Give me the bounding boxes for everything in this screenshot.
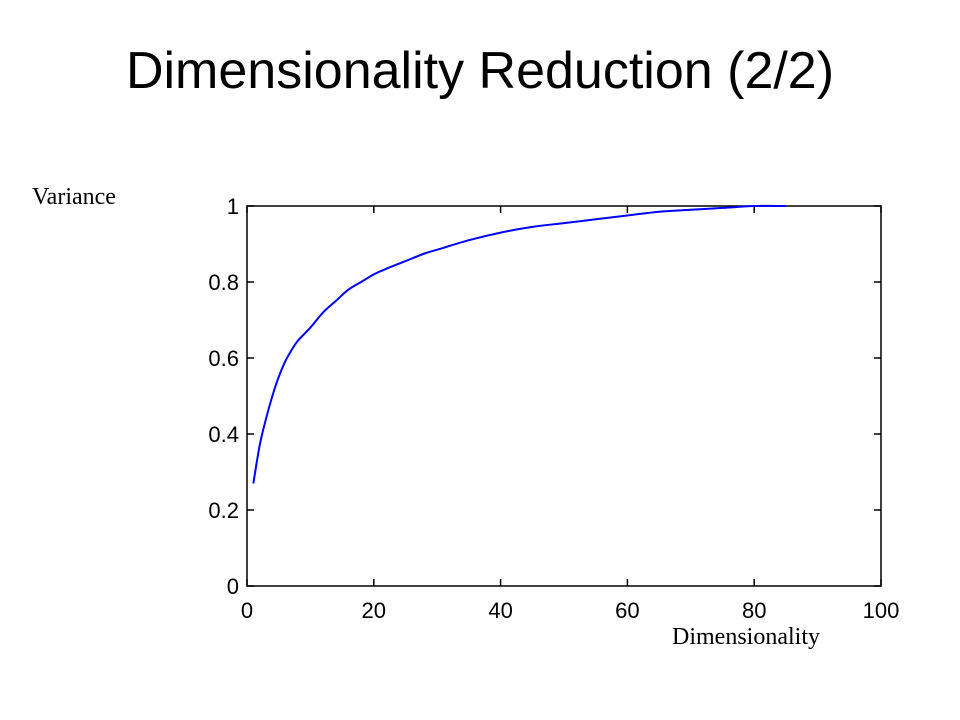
x-tick-label: 20 xyxy=(362,598,386,623)
axis-tick-labels: 0 20 40 60 80 100 0 0.2 0.4 0.6 0.8 1 xyxy=(208,194,899,623)
slide-title: Dimensionality Reduction (2/2) xyxy=(125,42,835,100)
y-tick-label: 0.8 xyxy=(208,270,239,295)
y-tick-label: 0.6 xyxy=(208,346,239,371)
y-tick-label: 1 xyxy=(227,194,239,219)
y-tick-label: 0.2 xyxy=(208,498,239,523)
axis-ticks xyxy=(246,205,882,587)
variance-curve xyxy=(252,204,786,484)
x-tick-label: 0 xyxy=(241,598,253,623)
x-tick-label: 80 xyxy=(742,598,766,623)
x-tick-label: 40 xyxy=(488,598,512,623)
plot-frame xyxy=(246,205,882,587)
x-tick-label: 100 xyxy=(863,598,900,623)
y-tick-label: 0 xyxy=(227,574,239,599)
x-axis-label: Dimensionality xyxy=(672,624,820,650)
y-axis-label: Variance xyxy=(32,184,116,210)
y-tick-label: 0.4 xyxy=(208,422,239,447)
x-tick-label: 60 xyxy=(615,598,639,623)
